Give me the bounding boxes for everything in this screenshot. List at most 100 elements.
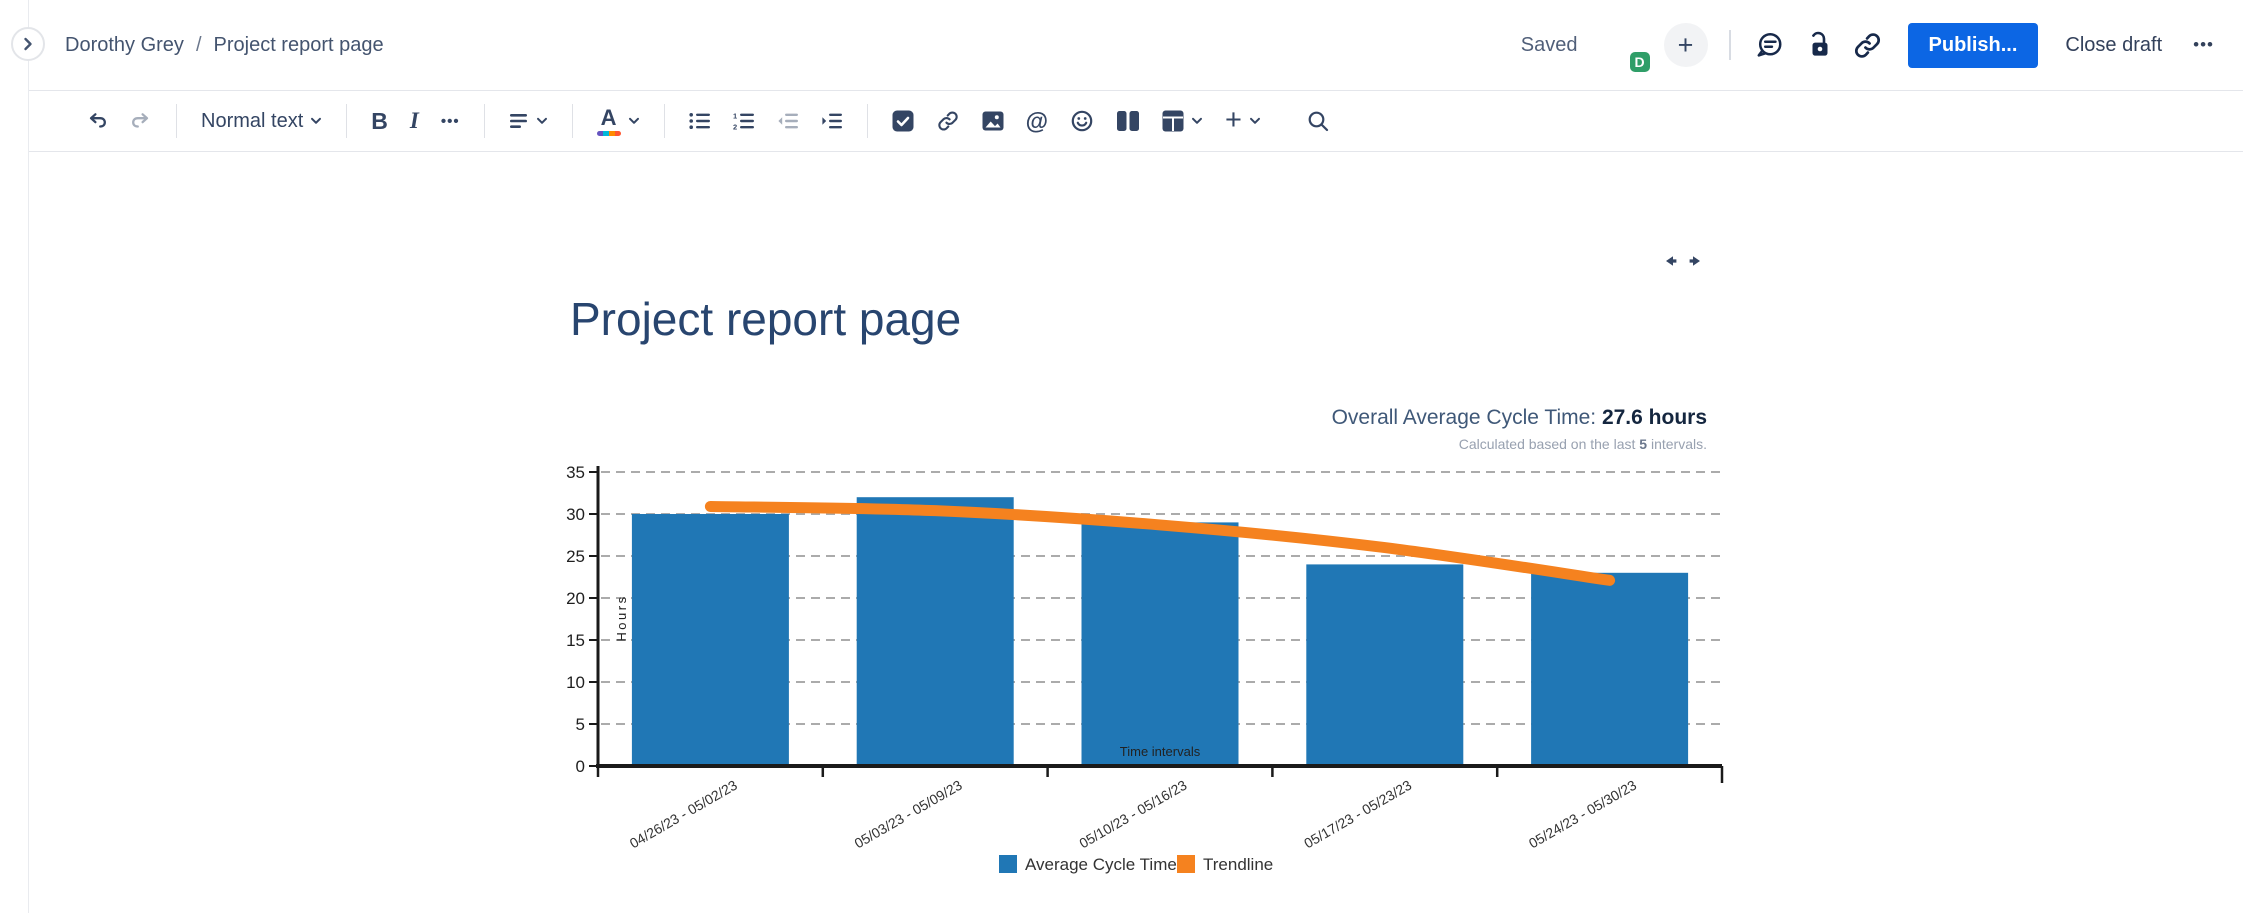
indent-button[interactable]: [815, 107, 849, 135]
numbered-list-button[interactable]: 1 2: [727, 107, 761, 135]
avatar[interactable]: D: [1599, 21, 1652, 74]
saved-status: Saved: [1520, 33, 1578, 56]
unlock-icon: [1811, 31, 1828, 56]
copy-link-button[interactable]: [1850, 28, 1885, 63]
bar-04/26/23 - 05/02/23: [631, 514, 789, 766]
add-collaborator-button[interactable]: +: [1663, 23, 1708, 67]
restrictions-button[interactable]: [1802, 28, 1835, 62]
x-category-label: 05/03/23 - 05/09/23: [852, 777, 965, 852]
more-options-button[interactable]: •••: [2189, 29, 2218, 61]
publish-button[interactable]: Publish...: [1907, 22, 2039, 68]
outdent-icon: [777, 113, 798, 129]
legend-swatch-average-cycle-time: [999, 855, 1017, 873]
comments-button[interactable]: [1752, 28, 1787, 63]
y-tick-label: 15: [566, 631, 585, 650]
y-tick-label: 25: [566, 547, 585, 566]
expand-sidebar-button[interactable]: [11, 27, 45, 61]
toolbar-divider: [571, 104, 573, 138]
insert-more-dropdown[interactable]: +: [1219, 104, 1267, 137]
search-icon: [1308, 111, 1329, 132]
svg-text:2: 2: [733, 122, 737, 130]
layouts-button[interactable]: [1110, 105, 1146, 137]
task-checkbox-icon: [892, 110, 914, 132]
breadcrumb-page-link[interactable]: Project report page: [213, 33, 384, 56]
x-category-label: 05/17/23 - 05/23/23: [1301, 777, 1414, 852]
link-icon: [937, 111, 958, 131]
align-left-icon: [509, 114, 527, 128]
chevron-down-icon: [1192, 117, 1203, 124]
topbar-divider: [1728, 30, 1731, 60]
legend-label-trendline: Trendline: [1203, 855, 1273, 874]
chart-summary: Overall Average Cycle Time: 27.6 hours C…: [1332, 406, 1707, 452]
indent-icon: [821, 113, 842, 129]
insert-link-button[interactable]: [930, 104, 966, 138]
insert-image-button[interactable]: [976, 105, 1010, 137]
breadcrumb: Dorothy Grey / Project report page: [65, 34, 384, 57]
page-title[interactable]: Project report page: [570, 293, 962, 345]
x-category-label: 04/26/23 - 05/02/23: [627, 777, 740, 852]
toolbar-divider: [346, 104, 348, 138]
y-tick-label: 20: [566, 589, 585, 608]
emoji-icon: [1071, 110, 1093, 132]
topbar: Dorothy Grey / Project report page Saved…: [29, 0, 2243, 90]
trendline: [704, 500, 1616, 586]
y-tick-label: 30: [566, 505, 585, 524]
task-list-button[interactable]: [886, 105, 920, 137]
plus-icon: +: [1225, 104, 1242, 137]
bar-05/10/23 - 05/16/23: [1081, 522, 1239, 766]
svg-text:1: 1: [733, 112, 737, 120]
undo-button[interactable]: [80, 105, 114, 137]
legend-label-average-cycle-time: Average Cycle Time: [1025, 855, 1177, 874]
columns-layout-icon: [1117, 111, 1140, 131]
bullet-list-button[interactable]: [683, 107, 717, 135]
numbered-list-icon: 1 2: [733, 112, 754, 130]
chevron-down-icon: [536, 117, 547, 124]
y-axis-title: Hours: [614, 594, 629, 641]
x-category-label: 05/24/23 - 05/30/23: [1526, 777, 1639, 852]
outdent-button[interactable]: [771, 107, 805, 135]
topbar-actions: Saved D +: [1520, 21, 2218, 74]
undo-icon: [89, 113, 106, 128]
chart-overall-average: Overall Average Cycle Time: 27.6 hours: [1331, 406, 1707, 429]
table-icon: [1162, 110, 1184, 132]
x-axis-title: Time intervals: [1120, 744, 1201, 759]
emoji-button[interactable]: [1064, 104, 1100, 138]
bar-05/17/23 - 05/23/23: [1306, 564, 1464, 766]
resize-width-icon[interactable]: [1664, 252, 1702, 275]
avatar-badge: D: [1627, 50, 1652, 74]
alignment-dropdown[interactable]: [503, 107, 554, 135]
mention-icon: @: [1025, 107, 1049, 134]
redo-icon: [132, 113, 149, 128]
cycle-time-chart-macro[interactable]: 0 5 10 15 20 25 30 35 04/26/23 - 05/02/23 05/03/2…: [560, 460, 1740, 890]
sidebar-rail-divider: [28, 0, 29, 913]
toolbar-divider: [866, 104, 868, 138]
comment-icon: [1757, 32, 1782, 57]
image-icon: [982, 111, 1004, 131]
y-tick-label: 35: [566, 463, 585, 482]
bold-button[interactable]: B: [365, 103, 394, 140]
mention-button[interactable]: @: [1020, 103, 1054, 140]
table-dropdown[interactable]: [1156, 105, 1209, 137]
chevron-down-icon: [628, 117, 639, 124]
cycle-time-chart: 0 5 10 15 20 25 30 35 04/26/23 - 05/02/23 05/03/2…: [566, 463, 1724, 874]
text-style-dropdown[interactable]: Normal text: [195, 105, 328, 138]
chevron-right-icon: [24, 37, 32, 51]
y-tick-label: 10: [566, 673, 585, 692]
chart-calculation-note: Calculated based on the last 5 intervals…: [1458, 436, 1707, 452]
italic-button[interactable]: I: [404, 103, 425, 139]
breadcrumb-separator: /: [195, 33, 202, 56]
toolbar-divider: [483, 104, 485, 138]
toolbar-divider: [176, 104, 177, 138]
legend-swatch-trendline: [1177, 855, 1195, 873]
breadcrumb-space-link[interactable]: Dorothy Grey: [65, 33, 184, 56]
redo-button[interactable]: [124, 105, 158, 137]
y-tick-label: 5: [576, 715, 585, 734]
find-replace-button[interactable]: [1300, 104, 1336, 138]
close-draft-button[interactable]: Close draft: [2053, 24, 2174, 67]
text-color-dropdown[interactable]: A: [591, 102, 646, 141]
chevron-down-icon: [311, 117, 322, 124]
bar-05/24/23 - 05/30/23: [1531, 572, 1689, 766]
more-formatting-button[interactable]: •••: [435, 108, 466, 135]
bold-icon: B: [371, 107, 388, 134]
